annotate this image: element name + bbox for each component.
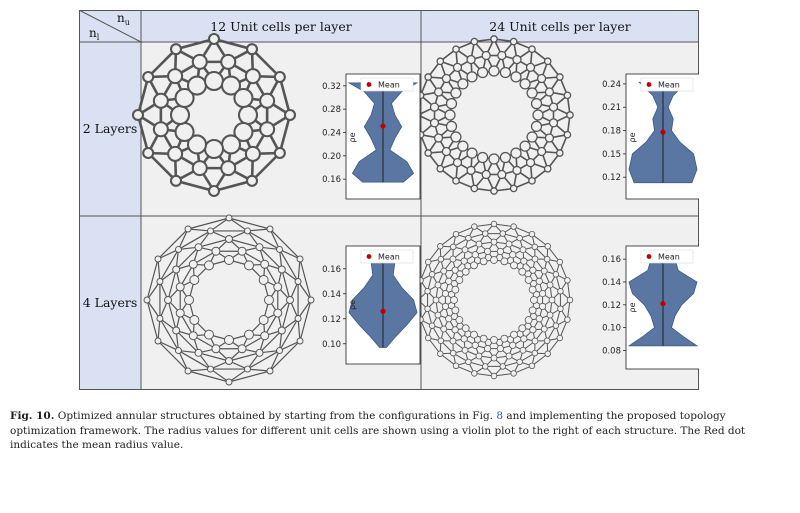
- figure-caption: Fig. 10. Optimized annular structures ob…: [10, 409, 790, 453]
- legend-mean-marker: [366, 82, 372, 87]
- legend-label: Mean: [378, 81, 400, 90]
- row-header-2-layers: 2 Layers: [83, 121, 138, 136]
- y-tick-label: 0.12: [602, 173, 621, 183]
- y-tick-label: 0.08: [602, 346, 621, 356]
- corner-bottom-label: nl: [89, 26, 100, 42]
- row-header-4-layers: 4 Layers: [83, 295, 138, 310]
- caption-label: Fig. 10.: [10, 410, 55, 422]
- y-tick-label: 0.12: [322, 315, 341, 325]
- structure-12-cells-2-layers: [131, 32, 297, 198]
- col-header-24: 24 Unit cells per layer: [489, 19, 630, 34]
- y-tick-label: 0.12: [602, 301, 621, 311]
- y-axis-label: ρe: [628, 132, 637, 142]
- violin-mean-dot: [380, 123, 386, 129]
- y-tick-label: 0.16: [322, 265, 341, 275]
- header-row-bg: [79, 10, 699, 42]
- col-header-12: 12 Unit cells per layer: [210, 19, 351, 34]
- legend-box: [360, 249, 414, 264]
- lattice-nodes: [414, 35, 574, 195]
- structure-12-cells-4-layers: [143, 214, 315, 386]
- figure-10: nu nl 12 Unit cells per layer 24 Unit ce…: [78, 9, 701, 390]
- y-tick-label: 0.21: [602, 103, 621, 113]
- y-axis-label: ρe: [628, 302, 637, 312]
- violin-plot-24-cells-4-layers: 0.08 0.10 0.12 0.14 0.16 ρe Mean: [602, 245, 701, 370]
- y-tick-label: 0.14: [602, 278, 621, 288]
- y-tick-label: 0.14: [322, 290, 341, 300]
- violin-mean-dot: [660, 129, 666, 135]
- y-tick-label: 0.18: [602, 127, 621, 137]
- y-tick-label: 0.16: [602, 255, 621, 265]
- legend-mean-marker: [366, 254, 372, 259]
- caption-text-1: Optimized annular structures obtained by…: [54, 410, 497, 422]
- legend-box: [360, 77, 414, 92]
- violin-mean-dot: [660, 301, 666, 307]
- y-tick-label: 0.32: [322, 82, 341, 92]
- y-tick-label: 0.24: [322, 129, 341, 139]
- y-axis-label: ρe: [348, 300, 357, 310]
- violin-plot-12-cells-4-layers: 0.10 0.12 0.14 0.16 ρe Mean: [322, 245, 421, 365]
- y-tick-label: 0.20: [322, 152, 341, 162]
- legend-label: Mean: [378, 253, 400, 262]
- table-grid: [78, 9, 699, 390]
- legend-mean-marker: [646, 82, 652, 87]
- y-tick-label: 0.10: [322, 340, 341, 350]
- caption-text-2: and implementing the proposed topology o…: [10, 410, 746, 451]
- y-tick-label: 0.28: [322, 105, 341, 115]
- violin-plot-12-cells-2-layers: 0.16 0.20 0.24 0.28 0.32 ρe Mean: [322, 73, 421, 200]
- y-tick-label: 0.16: [322, 175, 341, 185]
- y-tick-label: 0.10: [602, 324, 621, 334]
- legend-label: Mean: [658, 81, 680, 90]
- legend-box: [640, 249, 694, 264]
- figure-table: nu nl 12 Unit cells per layer 24 Unit ce…: [78, 9, 701, 390]
- legend-mean-marker: [646, 254, 652, 259]
- y-tick-label: 0.24: [602, 80, 621, 90]
- legend-box: [640, 77, 694, 92]
- lattice-nodes: [143, 214, 315, 386]
- corner-top-label: nu: [117, 11, 130, 27]
- corner-diagonal: [78, 9, 142, 43]
- lattice-nodes: [131, 32, 297, 198]
- violin-plot-24-cells-2-layers: 0.12 0.15 0.18 0.21 0.24 ρe Mean: [602, 73, 701, 200]
- caption-figure-link[interactable]: 8: [496, 410, 504, 422]
- y-tick-label: 0.15: [602, 150, 621, 160]
- violin-mean-dot: [380, 308, 386, 314]
- y-axis-label: ρe: [348, 132, 357, 142]
- legend-label: Mean: [658, 253, 680, 262]
